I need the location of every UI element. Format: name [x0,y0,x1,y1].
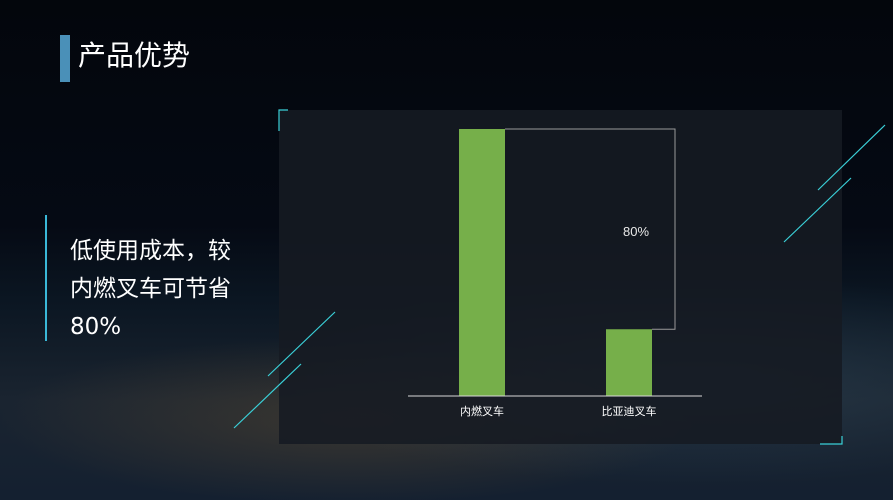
corner-bracket [820,436,843,445]
description-line: 80% [70,314,122,340]
deco-line [233,363,302,429]
category-label: 比亚迪叉车 [602,404,657,418]
difference-bracket [505,128,676,330]
category-label: 内燃叉车 [460,404,504,418]
bar [459,129,505,396]
decorative-lines [233,109,886,445]
bar [606,329,652,396]
deco-line [267,311,336,377]
title-accent-bar [60,35,70,82]
deco-line [783,177,852,243]
chart-panel [279,110,842,444]
deco-line [817,124,886,191]
description-line: 内燃叉车可节省 [70,276,231,302]
annotation-label: 80% [623,224,649,239]
description-line: 低使用成本，较 [70,238,231,264]
description-text: 低使用成本，较 内燃叉车可节省 80% [70,232,270,346]
corner-bracket [278,109,288,131]
description-accent-line [45,215,47,341]
page-title: 产品优势 [78,39,191,72]
